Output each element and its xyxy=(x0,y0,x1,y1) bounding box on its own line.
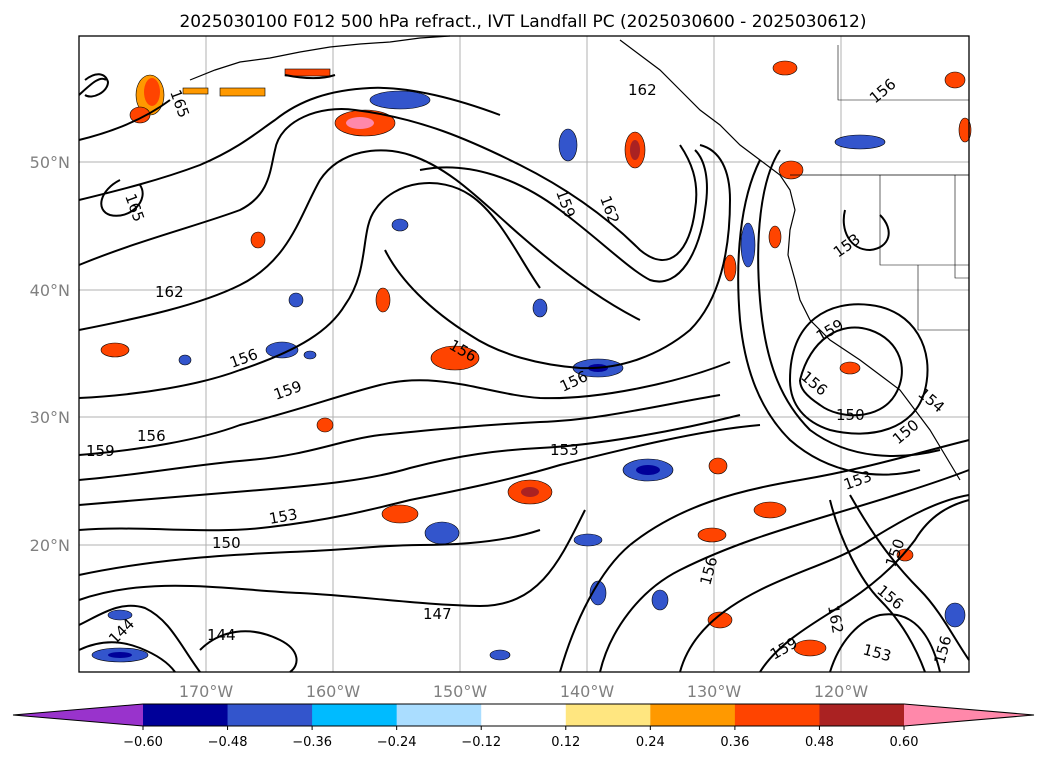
contour-label: 162 xyxy=(628,81,657,99)
longitude-ticks: 170°W 160°W 150°W 140°W 130°W 120°W xyxy=(179,682,869,701)
colorbar-tick-label: −0.60 xyxy=(123,735,163,750)
blob xyxy=(108,652,132,658)
contour-label: 150 xyxy=(836,406,865,424)
blob xyxy=(129,106,151,124)
colorbar-segment xyxy=(819,704,905,726)
blob xyxy=(178,354,192,366)
colorbar-segment xyxy=(312,704,398,726)
blob xyxy=(303,350,317,360)
blob xyxy=(636,465,660,475)
colorbar-tick-label: 0.48 xyxy=(805,735,834,750)
blob xyxy=(740,222,756,268)
contour-label: 162 xyxy=(824,604,847,635)
blob xyxy=(768,225,782,249)
contour-label: 153 xyxy=(268,505,299,528)
blob xyxy=(778,160,804,180)
colorbar-extend-low xyxy=(13,704,143,726)
blob xyxy=(630,140,640,160)
blob xyxy=(839,361,861,375)
blob xyxy=(958,117,972,143)
blob xyxy=(107,609,133,621)
lon-tick: 120°W xyxy=(814,682,869,701)
colorbar-tick-label: −0.48 xyxy=(208,735,248,750)
blob xyxy=(697,527,727,543)
contour-label: 150 xyxy=(212,534,241,552)
blob xyxy=(381,504,419,524)
blob xyxy=(558,128,578,162)
blob xyxy=(219,87,266,97)
blob xyxy=(944,602,966,628)
blob xyxy=(834,134,886,150)
blob xyxy=(708,457,728,475)
colorbar-segment xyxy=(143,704,229,726)
blob xyxy=(284,68,331,77)
lon-tick: 160°W xyxy=(306,682,361,701)
colorbar-segment xyxy=(227,704,313,726)
blob xyxy=(288,292,304,308)
colorbar-tick-label: 0.12 xyxy=(551,735,580,750)
blob xyxy=(723,254,737,282)
blob xyxy=(144,78,160,106)
colorbar-tick-label: −0.12 xyxy=(461,735,501,750)
colorbar-tick-label: 0.36 xyxy=(720,735,749,750)
colorbar-tick-label: −0.24 xyxy=(377,735,417,750)
contour-label: 162 xyxy=(155,283,184,301)
colorbar-segment xyxy=(650,704,736,726)
contour-label: 159 xyxy=(86,442,115,460)
blob xyxy=(589,580,607,606)
lat-tick: 40°N xyxy=(30,281,70,300)
blob xyxy=(573,533,603,547)
map-title: 2025030100 F012 500 hPa refract., IVT La… xyxy=(179,12,866,32)
colorbar-tick-label: 0.24 xyxy=(636,735,665,750)
map-border xyxy=(78,35,970,673)
lon-tick: 130°W xyxy=(687,682,742,701)
coastlines xyxy=(189,35,969,481)
colorbar-segment xyxy=(396,704,482,726)
colorbar-extend-high xyxy=(904,704,1034,726)
blob xyxy=(430,345,480,371)
colorbar-segment xyxy=(734,704,820,726)
lat-tick: 30°N xyxy=(30,408,70,427)
colorbar-segment xyxy=(481,704,567,726)
blob xyxy=(316,417,334,433)
blob xyxy=(489,649,511,661)
blob xyxy=(346,117,374,129)
contour-label: 156 xyxy=(137,427,166,445)
blob xyxy=(100,342,130,358)
blob xyxy=(391,218,409,232)
lat-tick: 20°N xyxy=(30,536,70,555)
contour-label: 147 xyxy=(423,605,452,623)
blob xyxy=(532,298,548,318)
blob xyxy=(424,521,460,545)
blob xyxy=(182,87,209,95)
latitude-ticks: 50°N 40°N 30°N 20°N xyxy=(30,153,70,555)
contour-label: 153 xyxy=(550,441,579,459)
blob xyxy=(369,90,431,110)
blob xyxy=(651,589,669,611)
blob xyxy=(753,501,787,519)
colorbar-segment xyxy=(565,704,651,726)
lon-tick: 140°W xyxy=(560,682,615,701)
map-panel: 165 165 162 156 159 156 159 153 150 147 … xyxy=(78,35,972,673)
blob xyxy=(793,639,827,657)
blob xyxy=(772,60,798,76)
colorbar: −0.60 −0.48 −0.36 −0.24 −0.12 0.12 0.24 0.36 0.4… xyxy=(12,703,1035,750)
colorbar-tick-label: −0.36 xyxy=(292,735,332,750)
refractivity-filled-contours xyxy=(91,60,972,663)
lon-tick: 150°W xyxy=(433,682,488,701)
blob xyxy=(250,231,266,249)
blob xyxy=(375,287,391,313)
blob xyxy=(521,487,539,497)
lat-tick: 50°N xyxy=(30,153,70,172)
height-contours xyxy=(78,73,970,673)
blob xyxy=(707,611,733,629)
blob xyxy=(265,341,299,359)
blob xyxy=(944,71,966,89)
contour-label: 144 xyxy=(207,626,236,644)
lon-tick: 170°W xyxy=(179,682,234,701)
colorbar-tick-label: 0.60 xyxy=(890,735,919,750)
